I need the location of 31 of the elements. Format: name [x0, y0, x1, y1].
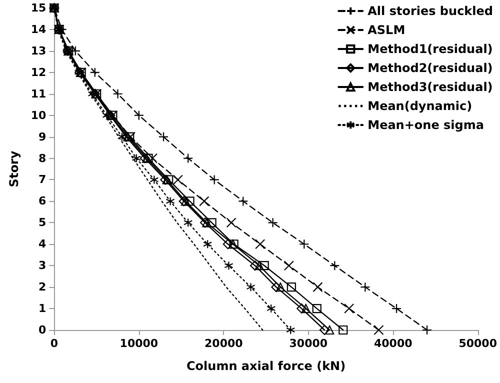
- y-tick-label: 6: [38, 194, 47, 208]
- y-tick-label: 8: [38, 152, 46, 165]
- y-tick-label: 0: [38, 324, 47, 336]
- x-tick-label: 10000: [120, 337, 158, 350]
- x-axis-title: Column axial force (kN): [186, 359, 346, 373]
- x-tick-label: 30000: [289, 337, 328, 350]
- y-tick-label: 14: [30, 22, 47, 36]
- legend-label: Method3(residual): [368, 80, 493, 94]
- y-tick-label: 1: [38, 302, 46, 316]
- y-tick-label: 7: [38, 173, 46, 186]
- y-tick-label: 4: [38, 238, 47, 251]
- x-tick-label: 20000: [204, 337, 244, 350]
- x-tick-label: 0: [50, 337, 58, 350]
- y-tick-label: 9: [38, 130, 46, 144]
- y-tick-label: 2: [38, 280, 46, 294]
- y-axis-title: Story: [7, 150, 21, 188]
- legend-label: Mean+one sigma: [368, 118, 484, 132]
- y-tick-label: 15: [30, 2, 46, 14]
- legend-label: Method2(residual): [368, 61, 493, 75]
- y-tick-label: 13: [30, 44, 46, 58]
- y-tick-label: 3: [38, 259, 46, 272]
- y-tick-label: 5: [38, 216, 46, 230]
- x-tick-label: 40000: [374, 337, 413, 350]
- y-tick-label: 11: [30, 87, 46, 100]
- y-tick-label: 10: [30, 108, 47, 122]
- y-tick-label: 12: [30, 66, 46, 79]
- x-tick-label: 50000: [458, 337, 498, 350]
- legend-label: Mean(dynamic): [368, 99, 472, 113]
- legend-label: All stories buckled: [368, 4, 493, 18]
- legend-label: ASLM: [368, 23, 406, 37]
- legend-label: Method1(residual): [368, 42, 493, 56]
